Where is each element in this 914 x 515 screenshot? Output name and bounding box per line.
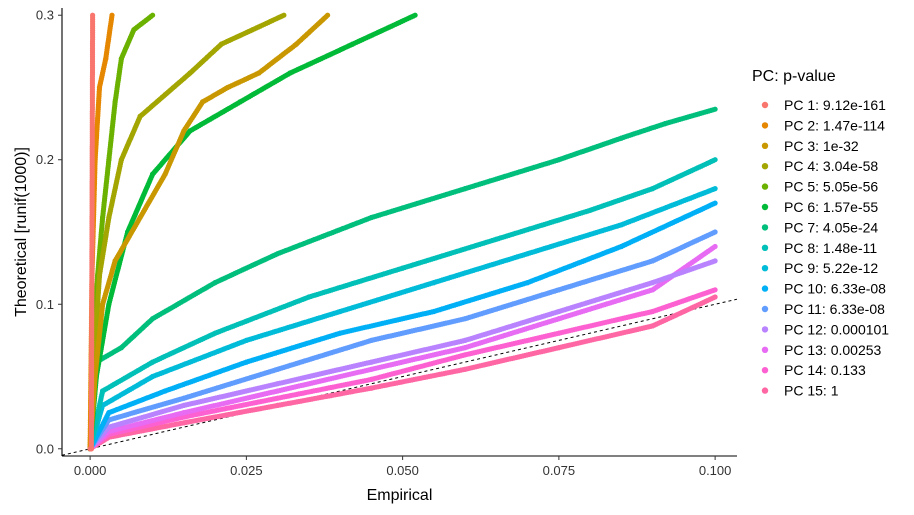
- y-tick-label: 0.2: [36, 152, 54, 167]
- legend-key: [761, 285, 769, 292]
- legend-key: [761, 326, 769, 333]
- data-point: [150, 12, 156, 18]
- legend-item: PC 5: 5.05e-56: [761, 179, 878, 195]
- series-pc15: [87, 294, 718, 452]
- data-point: [281, 12, 287, 18]
- y-axis-title: Theoretical [runif(1000)]: [13, 147, 30, 317]
- legend-key: [761, 346, 769, 353]
- y-axis-ticks: 0.0 0.1 0.2 0.3: [36, 8, 62, 456]
- y-tick-label: 0.3: [36, 8, 54, 23]
- data-point: [712, 186, 718, 192]
- legend-label: PC 8: 1.48e-11: [784, 240, 877, 256]
- legend-label: PC 11: 6.33e-08: [784, 301, 885, 317]
- legend-label: PC 3: 1e-32: [784, 138, 859, 154]
- series-pc10: [87, 200, 718, 452]
- legend-item: PC 11: 6.33e-08: [761, 301, 885, 317]
- legend-label: PC 15: 1: [784, 383, 839, 399]
- legend-item: PC 7: 4.05e-24: [761, 219, 878, 235]
- legend-key: [761, 305, 769, 313]
- y-tick-label: 0.1: [36, 297, 54, 312]
- legend-key: [761, 163, 769, 170]
- legend-title: PC: p-value: [752, 68, 836, 85]
- legend-item: PC 8: 1.48e-11: [761, 240, 877, 256]
- series-pc8: [87, 157, 718, 452]
- legend-key: [761, 265, 769, 272]
- legend-key: [761, 224, 769, 231]
- series-pc14: [87, 287, 718, 452]
- legend-item: PC 1: 9.12e-161: [761, 97, 886, 113]
- data-point: [90, 12, 96, 18]
- x-tick-label: 0.050: [386, 463, 419, 478]
- legend-label: PC 4: 3.04e-58: [784, 158, 878, 174]
- legend-item: PC 15: 1: [761, 383, 839, 399]
- legend-key: [761, 387, 769, 394]
- y-tick-label: 0.0: [36, 441, 54, 456]
- legend-label: PC 2: 1.47e-114: [784, 117, 885, 133]
- legend-key: [761, 142, 769, 149]
- legend-label: PC 13: 0.00253: [784, 342, 882, 358]
- series-pc9: [87, 186, 718, 452]
- legend: PC: p-value PC 1: 9.12e-161 PC 2: 1.47e-1…: [752, 68, 889, 399]
- x-tick-label: 0.025: [230, 463, 263, 478]
- legend-label: PC 5: 5.05e-56: [784, 179, 878, 195]
- legend-label: PC 10: 6.33e-08: [784, 281, 886, 297]
- legend-item: PC 13: 0.00253: [761, 342, 882, 358]
- data-point: [712, 287, 718, 293]
- data-point: [712, 243, 718, 250]
- legend-key: [761, 122, 769, 129]
- legend-key: [761, 183, 769, 190]
- x-tick-label: 0.000: [74, 463, 107, 478]
- legend-items: PC 1: 9.12e-161 PC 2: 1.47e-114 PC 3: 1e-3…: [761, 97, 889, 399]
- legend-key: [761, 203, 769, 211]
- reference-line: [61, 298, 738, 456]
- x-axis-ticks: 0.000 0.025 0.050 0.075 0.100: [74, 456, 732, 478]
- legend-key: [761, 101, 769, 109]
- legend-label: PC 14: 0.133: [784, 362, 866, 378]
- x-axis-title: Empirical: [367, 487, 433, 504]
- data-point: [412, 12, 418, 18]
- legend-item: PC 6: 1.57e-55: [761, 199, 878, 215]
- data-point: [712, 294, 718, 300]
- legend-item: PC 14: 0.133: [761, 362, 866, 378]
- data-point: [712, 258, 718, 264]
- data-point: [325, 12, 331, 18]
- data-point: [712, 157, 718, 163]
- legend-label: PC 9: 5.22e-12: [784, 260, 878, 276]
- legend-item: PC 9: 5.22e-12: [761, 260, 878, 276]
- legend-item: PC 12: 0.000101: [761, 321, 889, 337]
- legend-key: [761, 244, 769, 251]
- legend-item: PC 3: 1e-32: [761, 138, 859, 154]
- x-tick-label: 0.075: [543, 463, 576, 478]
- legend-item: PC 2: 1.47e-114: [761, 117, 885, 133]
- legend-label: PC 6: 1.57e-55: [784, 199, 878, 215]
- legend-label: PC 7: 4.05e-24: [784, 219, 878, 235]
- legend-label: PC 1: 9.12e-161: [784, 97, 886, 113]
- data-point: [712, 200, 718, 206]
- plot-area: 0.000 0.025 0.050 0.075 0.100 0.0 0.1 0.2 0.3: [36, 8, 738, 478]
- series-group: [87, 12, 718, 452]
- x-tick-label: 0.100: [699, 463, 732, 478]
- legend-label: PC 12: 0.000101: [784, 321, 889, 337]
- legend-item: PC 10: 6.33e-08: [761, 281, 886, 297]
- reference-line-group: [61, 298, 738, 456]
- data-point: [712, 106, 718, 112]
- legend-key: [761, 367, 769, 374]
- legend-item: PC 4: 3.04e-58: [761, 158, 878, 174]
- data-point: [109, 12, 115, 18]
- data-point: [712, 229, 718, 235]
